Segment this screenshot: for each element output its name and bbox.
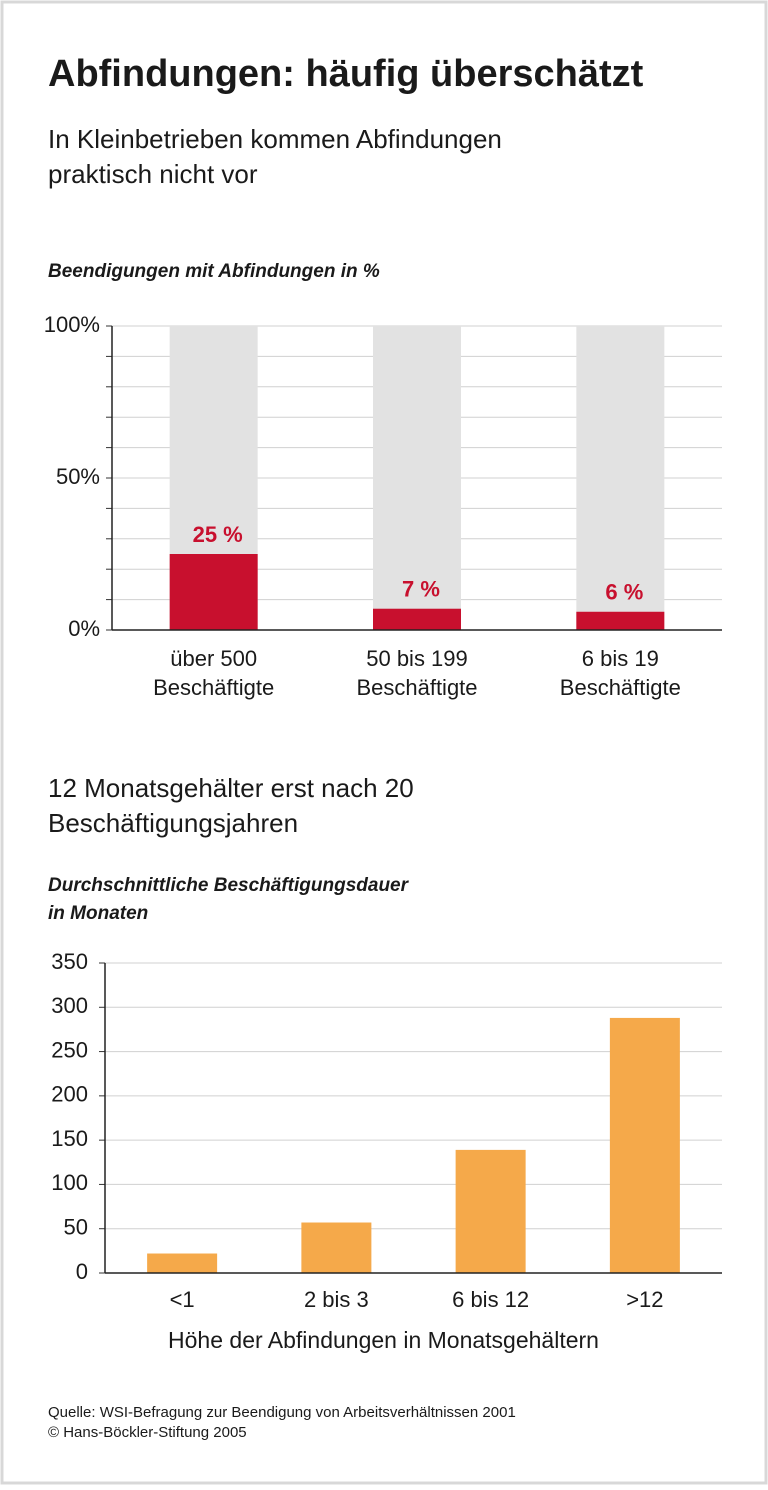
- x-tick-label: <1: [170, 1287, 195, 1312]
- y-tick-label: 50: [64, 1215, 88, 1240]
- source: Quelle: WSI-Befragung zur Beendigung von…: [48, 1404, 516, 1421]
- value-label: 25 %: [193, 522, 243, 547]
- bar: [609, 1017, 680, 1273]
- x-tick-label: 2 bis 3: [304, 1287, 369, 1312]
- y-tick-label: 150: [51, 1126, 88, 1151]
- x-tick-label: über 500: [170, 646, 257, 671]
- x-tick-label: Beschäftigte: [153, 675, 274, 700]
- x-axis-label: Höhe der Abfindungen in Monatsgehältern: [168, 1327, 599, 1353]
- y-axis-label: Beendigungen mit Abfindungen in %: [48, 261, 380, 282]
- y-axis-label: Durchschnittliche Beschäftigungsdauer: [48, 875, 410, 896]
- y-tick-label: 300: [51, 993, 88, 1018]
- bar: [576, 611, 665, 630]
- bar: [455, 1149, 526, 1273]
- x-tick-label: Beschäftigte: [356, 675, 477, 700]
- y-tick-label: 100%: [44, 312, 100, 337]
- bar: [373, 608, 461, 630]
- page-subtitle: In Kleinbetrieben kommen Abfindungen: [48, 124, 502, 154]
- y-tick-label: 50%: [56, 464, 100, 489]
- chart-title: 12 Monatsgehälter erst nach 20: [48, 773, 414, 803]
- x-tick-label: 50 bis 199: [366, 646, 468, 671]
- y-tick-label: 350: [51, 949, 88, 974]
- y-tick-label: 0: [76, 1259, 88, 1284]
- x-tick-label: >12: [626, 1287, 663, 1312]
- bar: [301, 1222, 372, 1273]
- page-title: Abfindungen: häufig überschätzt: [48, 53, 644, 95]
- value-label: 7 %: [402, 577, 440, 602]
- bar-track: [373, 326, 461, 630]
- y-tick-label: 0%: [68, 616, 100, 641]
- y-tick-label: 100: [51, 1170, 88, 1195]
- y-axis-label: in Monaten: [48, 903, 148, 924]
- value-label: 6 %: [605, 580, 643, 605]
- page-subtitle: praktisch nicht vor: [48, 159, 258, 189]
- y-tick-label: 250: [51, 1037, 88, 1062]
- x-tick-label: 6 bis 19: [582, 646, 659, 671]
- bar-track: [576, 326, 665, 630]
- y-tick-label: 200: [51, 1082, 88, 1107]
- x-tick-label: Beschäftigte: [560, 675, 681, 700]
- bar: [169, 554, 258, 630]
- bar: [147, 1253, 218, 1273]
- source: © Hans-Böckler-Stiftung 2005: [48, 1424, 247, 1441]
- x-tick-label: 6 bis 12: [452, 1287, 529, 1312]
- chart-title: Beschäftigungsjahren: [48, 808, 298, 838]
